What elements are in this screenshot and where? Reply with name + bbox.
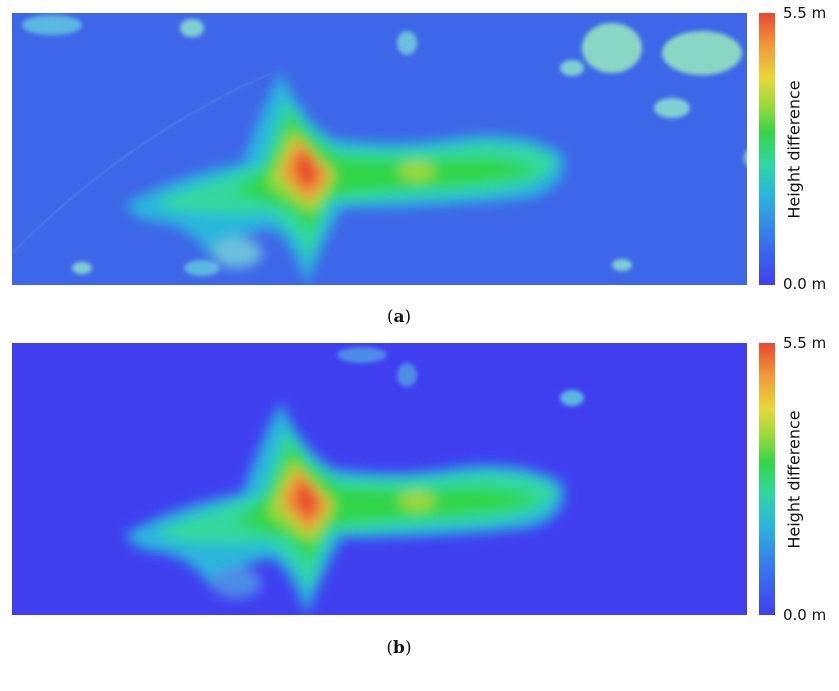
height-map-a	[12, 13, 747, 285]
colorbar-b	[759, 343, 775, 615]
height-map-b-image	[12, 343, 747, 615]
caption-a: (a)	[386, 307, 412, 327]
colorbar-b-title: Height difference	[784, 410, 804, 549]
height-map-a-image	[12, 13, 747, 285]
caption-b: (b)	[386, 638, 412, 658]
colorbar-a-title: Height difference	[784, 80, 804, 219]
colorbar-b-max-label: 5.5 m	[783, 334, 827, 352]
colorbar-a	[759, 13, 775, 285]
height-map-b	[12, 343, 747, 615]
colorbar-b-min-label: 0.0 m	[783, 606, 827, 624]
colorbar-a-max-label: 5.5 m	[783, 4, 827, 22]
colorbar-a-min-label: 0.0 m	[783, 275, 827, 293]
